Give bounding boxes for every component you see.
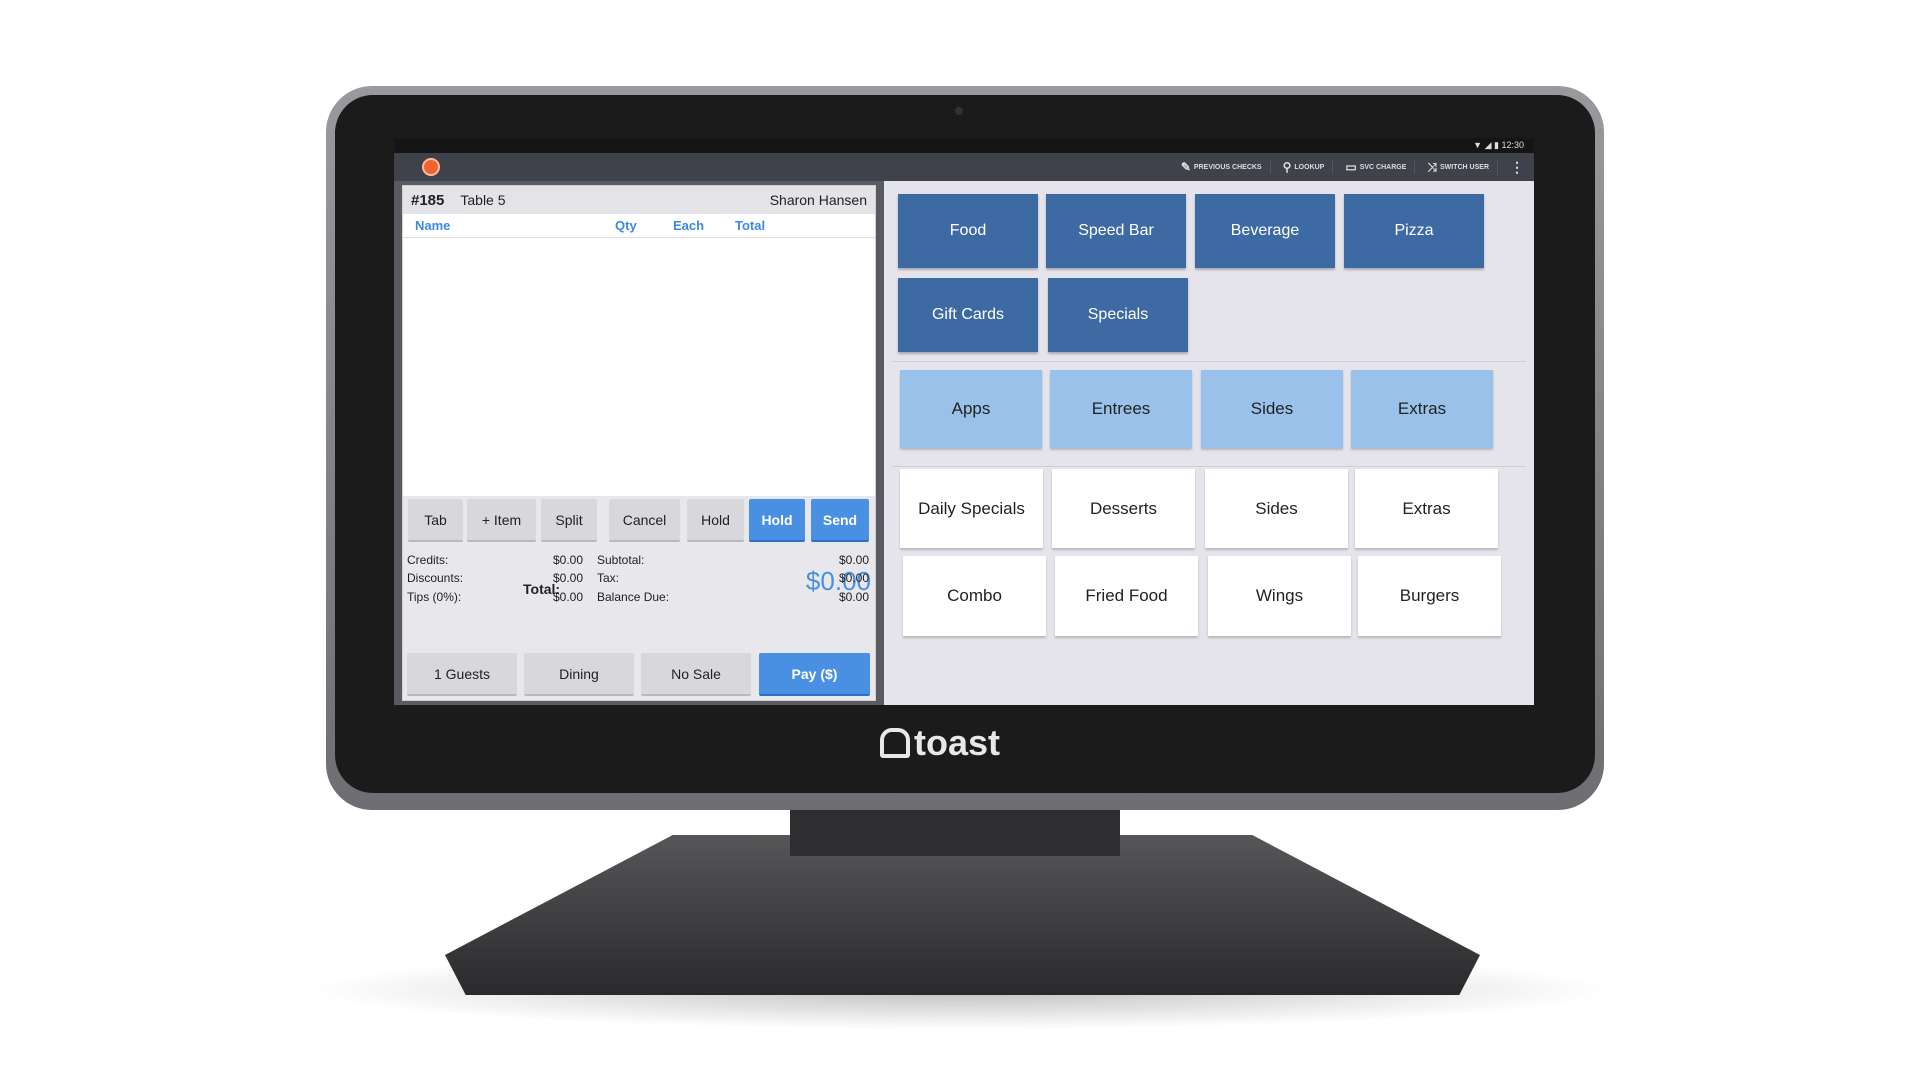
check-header: #185 Table 5 Sharon Hansen [403,186,875,214]
item-fried-food[interactable]: Fried Food [1055,556,1198,636]
action-label: PREVIOUS CHECKS [1193,163,1262,171]
category-speed-bar[interactable]: Speed Bar [1046,194,1186,268]
item-daily-specials[interactable]: Daily Specials [900,469,1043,548]
group-entrees[interactable]: Entrees [1050,370,1192,448]
check-panel: #185 Table 5 Sharon Hansen Name Qty Each… [402,185,876,701]
item-desserts[interactable]: Desserts [1052,469,1195,548]
col-each: Each [673,218,705,233]
register-icon: ▭ [1345,160,1357,174]
search-icon: ⚲ [1282,160,1292,174]
shuffle-icon: ⤨ [1427,159,1437,174]
stand-neck [790,806,1120,856]
group-sides[interactable]: Sides [1201,370,1343,448]
item-burgers[interactable]: Burgers [1358,556,1501,636]
screen: ▼ ◢ ▮ 12:30 ✎ PREVIOUS CHECKS ⚲ LOOKUP ▭ SVC … [394,138,1534,705]
total-label: Total: [523,581,561,597]
totals-value: $0.00 [838,571,869,585]
overflow-menu-icon[interactable]: ⋮ [1510,158,1524,175]
action-label: SWITCH USER [1440,163,1489,171]
button-1-guests[interactable]: 1 Guests [407,653,517,696]
totals-value: $0.00 [838,590,869,604]
status-bar: ▼ ◢ ▮ 12:30 [394,138,1534,153]
pencil-icon: ✎ [1180,160,1191,174]
toast-bread-icon [880,727,910,758]
button-send[interactable]: Send [811,499,869,542]
group-apps[interactable]: Apps [900,370,1042,448]
column-headers: Name Qty Each Total [403,214,875,238]
action-svc-charge[interactable]: ▭ SVC CHARGE [1345,160,1416,174]
category-pizza[interactable]: Pizza [1344,194,1484,268]
totals-value: $0.00 [553,571,584,585]
button-item[interactable]: + Item [467,499,536,542]
check-number: #185 [411,191,445,209]
totals-value: $0.00 [553,590,584,604]
totals-label: Credits: [407,553,449,567]
totals-value: $0.00 [838,553,869,567]
toast-logo: toast [880,720,1050,765]
action-previous-checks[interactable]: ✎ PREVIOUS CHECKS [1181,160,1271,174]
col-name: Name [415,218,451,233]
app-bar: ✎ PREVIOUS CHECKS ⚲ LOOKUP ▭ SVC CHARGE ⤨ SWITC… [394,153,1534,181]
button-dining[interactable]: Dining [524,653,634,696]
item-extras[interactable]: Extras [1355,469,1498,548]
item-combo[interactable]: Combo [903,556,1046,636]
button-hold-send[interactable]: Hold [749,499,805,542]
col-total: Total [735,218,766,233]
button-split[interactable]: Split [541,499,597,542]
toast-app-icon[interactable] [422,158,440,176]
action-lookup[interactable]: ⚲ LOOKUP [1283,160,1334,174]
category-specials[interactable]: Specials [1048,278,1188,352]
totals-label: Tax: [597,571,620,585]
stand-base [445,835,1480,995]
menu-panel: Food Speed Bar Beverage Pizza Gift Cards Spec… [884,181,1534,705]
totals-label: Subtotal: [597,553,645,567]
totals-label: Discounts: [407,571,464,585]
item-wings[interactable]: Wings [1208,556,1351,636]
action-switch-user[interactable]: ⤨ SWITCH USER [1427,159,1498,175]
category-food[interactable]: Food [898,194,1038,268]
action-label: LOOKUP [1294,163,1325,171]
table-name: Table 5 [460,192,506,208]
button-no-sale[interactable]: No Sale [641,653,751,696]
category-beverage[interactable]: Beverage [1195,194,1335,268]
totals-value: $0.00 [553,553,584,567]
button-pay[interactable]: Pay ($) [759,653,870,696]
divider [892,466,1526,467]
button-hold[interactable]: Hold [687,499,744,542]
button-tab[interactable]: Tab [408,499,463,542]
totals-label: Balance Due: [597,590,670,604]
action-label: SVC CHARGE [1359,163,1407,171]
divider [892,361,1526,362]
clock: 12:30 [1501,140,1524,150]
category-gift-cards[interactable]: Gift Cards [898,278,1038,352]
button-cancel[interactable]: Cancel [609,499,680,542]
group-extras[interactable]: Extras [1351,370,1493,448]
server-name: Sharon Hansen [769,192,867,208]
logo-text: toast [914,721,1001,763]
col-qty: Qty [615,218,637,233]
total-value: $0.00 [805,566,871,596]
camera [955,107,963,115]
totals-label: Tips (0%): [407,590,462,604]
check-items-list[interactable] [403,238,875,496]
item-sides[interactable]: Sides [1205,469,1348,548]
